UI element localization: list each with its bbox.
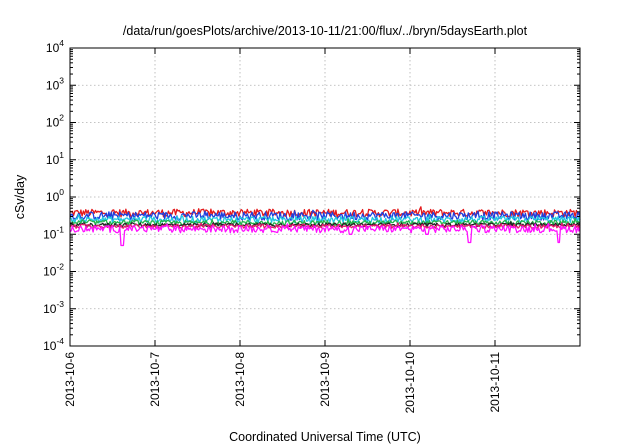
x-tick-label: 2013-10-10 [403,352,417,414]
series-line-4 [69,217,581,226]
y-tick-label: 10-3 [43,299,64,316]
grid [70,48,580,346]
y-tick-labels: 10-4 10-3 10-2 10-1 100 101 102 103 104 [43,38,64,353]
y-tick-label: 10-1 [43,224,64,241]
y-tick-label: 102 [46,113,64,130]
y-tick-label: 104 [46,38,64,55]
series-line-6 [69,222,581,229]
x-tick-label: 2013-10-7 [148,352,162,407]
y-tick-label: 100 [46,187,64,204]
series-line-2 [69,209,581,222]
series-group [69,206,581,247]
x-tick-labels: 2013-10-6 2013-10-7 2013-10-8 2013-10-9 2013… [63,352,502,414]
y-tick-label: 103 [46,75,64,92]
x-axis-label: Coordinated Universal Time (UTC) [229,430,421,444]
y-tick-label: 10-4 [43,336,64,353]
axis-ticks [69,47,580,347]
chart-title: /data/run/goesPlots/archive/2013-10-11/2… [123,24,528,38]
x-tick-label: 2013-10-9 [318,352,332,407]
series-line-3 [69,213,581,224]
y-tick-label: 10-2 [43,262,64,279]
x-tick-label: 2013-10-8 [233,352,247,407]
y-axis-label: cSv/day [13,174,27,219]
x-tick-label: 2013-10-6 [63,352,77,407]
y-tick-label: 101 [46,150,64,167]
series-line-7 [69,222,581,247]
x-tick-label: 2013-10-11 [488,352,502,413]
